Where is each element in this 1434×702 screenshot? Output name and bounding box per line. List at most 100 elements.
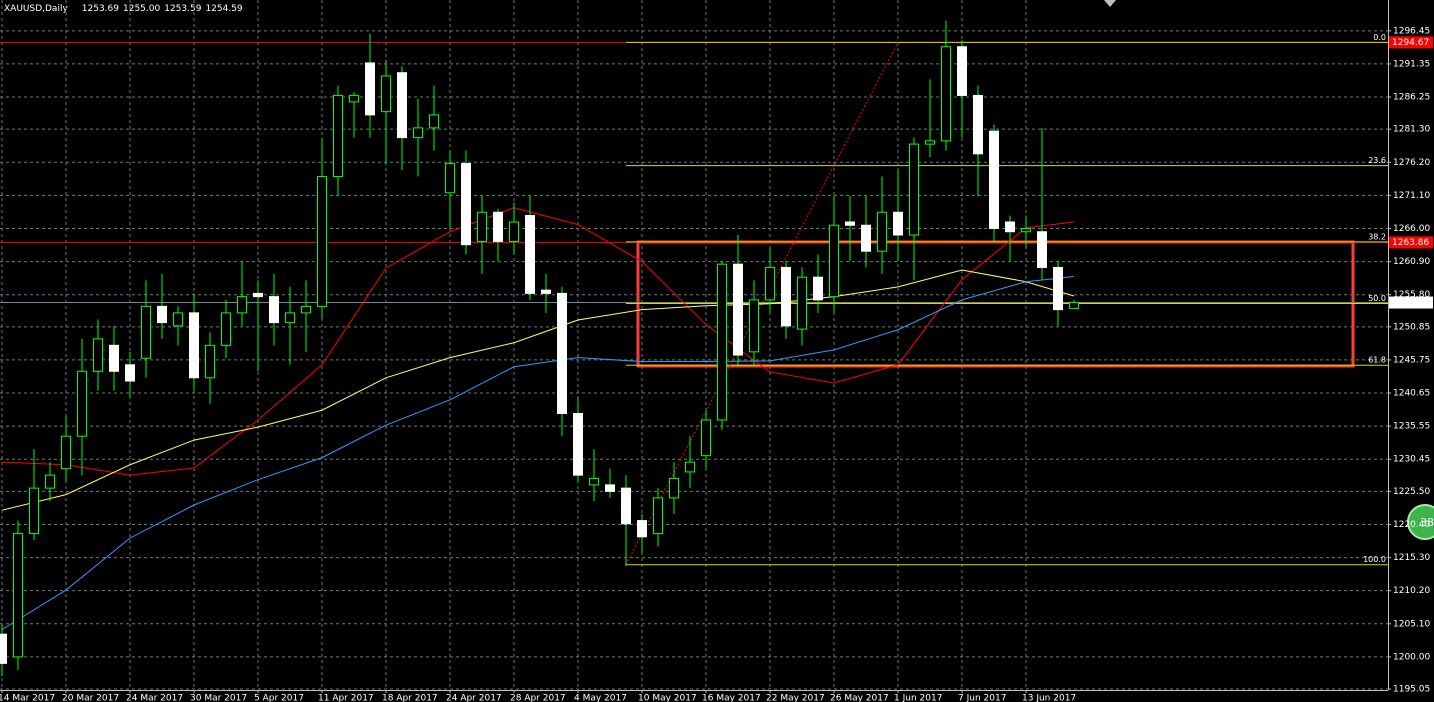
candle-body [925,140,935,145]
x-tick-label: 11 Apr 2017 [318,694,374,702]
x-tick-label: 13 Jun 2017 [1022,694,1076,702]
y-tick-label: 1291.35 [1393,59,1430,69]
candle-body [989,130,999,229]
candle-body [957,46,967,96]
candle-body [781,266,791,327]
fib-level-label: 50.0 [1368,294,1386,303]
candle-body [269,296,279,324]
fib-level-label: 0.0 [1373,33,1386,42]
header: XAUUSD,Daily 1253.69 1255.00 1253.59 1254.59 [4,4,243,14]
candle-body [861,224,871,252]
candle-body [333,94,343,178]
candle-body [877,211,887,252]
y-tick-label: 1266.00 [1393,224,1430,234]
y-tick-label: 1200.00 [1393,652,1430,662]
y-tick-label: 1215.30 [1393,553,1430,563]
y-tick-label: 1230.45 [1393,455,1430,465]
header-symbol: XAUUSD,Daily [4,4,68,14]
candle-body [813,276,823,301]
fib-level-label: 100.0 [1363,555,1386,564]
y-tick-label: 1250.85 [1393,322,1430,332]
candle-body [653,497,663,535]
candle-body [61,435,71,470]
candle-body [605,484,615,492]
candle-body [413,127,423,139]
y-tick-label: 1205.10 [1393,619,1430,629]
y-tick-label: 1271.10 [1393,191,1430,201]
y-tick-label: 1245.75 [1393,355,1430,365]
candle-body [93,338,103,372]
candle-body [205,344,215,379]
x-tick-label: 28 Apr 2017 [510,694,566,702]
candle-body [717,263,727,421]
fib-level-label: 38.2 [1368,232,1386,241]
candle-body [1021,227,1031,233]
y-tick-label: 1225.50 [1393,487,1430,497]
candle-body [1005,221,1015,233]
candle-body [285,312,295,324]
candle-body [557,292,567,414]
header-value: 1253.59 [164,4,201,14]
y-tick-label: 1220.40 [1393,520,1430,530]
candle-body [477,211,487,242]
candle-body [1069,302,1079,309]
candle-body [589,477,599,486]
x-tick-label: 24 Mar 2017 [126,694,183,702]
candle-body [909,143,919,236]
y-tick-label: 1276.20 [1393,158,1430,168]
candle-body [429,114,439,129]
candle-body [109,344,119,372]
price-label-box [1389,36,1433,49]
y-tick-label: 1210.20 [1393,586,1430,596]
candle-body [0,633,7,664]
x-tick-label: 20 Mar 2017 [62,694,119,702]
x-tick-label: 7 Jun 2017 [958,694,1006,702]
candle-body [77,370,87,437]
scroll-arrow[interactable] [1104,0,1116,7]
candle-body [893,211,903,236]
y-tick-label: 1260.90 [1393,257,1430,267]
y-tick-label: 1255.80 [1393,290,1430,300]
candle-body [541,289,551,294]
candle-body [749,299,759,353]
moving-average [1,276,1075,631]
badge[interactable] [1407,504,1434,540]
y-tick-label: 1240.65 [1393,389,1430,399]
candle-body [189,312,199,379]
last-price-label: 1254.59 [1392,298,1429,308]
x-tick-label: 22 May 2017 [766,694,825,702]
x-tick-label: 14 Mar 2017 [0,694,55,702]
y-tick-label: 1235.55 [1393,422,1430,432]
fib-level-label: 23.6 [1368,156,1386,165]
x-tick-label: 18 Apr 2017 [382,694,438,702]
candle-body [45,474,55,489]
fib-level-label: 61.8 [1368,356,1386,365]
candle-body [365,62,375,116]
x-tick-label: 24 Apr 2017 [446,694,502,702]
candle-body [381,75,391,113]
candle-body [765,266,775,301]
x-tick-label: 30 Mar 2017 [190,694,247,702]
candle-body [253,292,263,298]
candle-body [237,296,247,314]
candle-body [573,412,583,476]
candle-body [141,305,151,359]
candle-body [637,520,647,538]
header-value: 1253.69 [82,4,119,14]
candle-body [317,176,327,307]
x-tick-label: 1 Jun 2017 [894,694,942,702]
candle-body [301,305,311,314]
y-tick-label: 1195.05 [1393,685,1430,695]
candle-body [173,312,183,327]
candle-body [525,215,535,294]
price-label: 1294.67 [1392,38,1429,48]
y-tick-label: 1281.30 [1393,125,1430,135]
candle-body [397,72,407,139]
candle-body [797,276,807,330]
candle-body [493,211,503,242]
candle-body [701,419,711,457]
candle-body [125,364,135,382]
candle-body [445,163,455,194]
